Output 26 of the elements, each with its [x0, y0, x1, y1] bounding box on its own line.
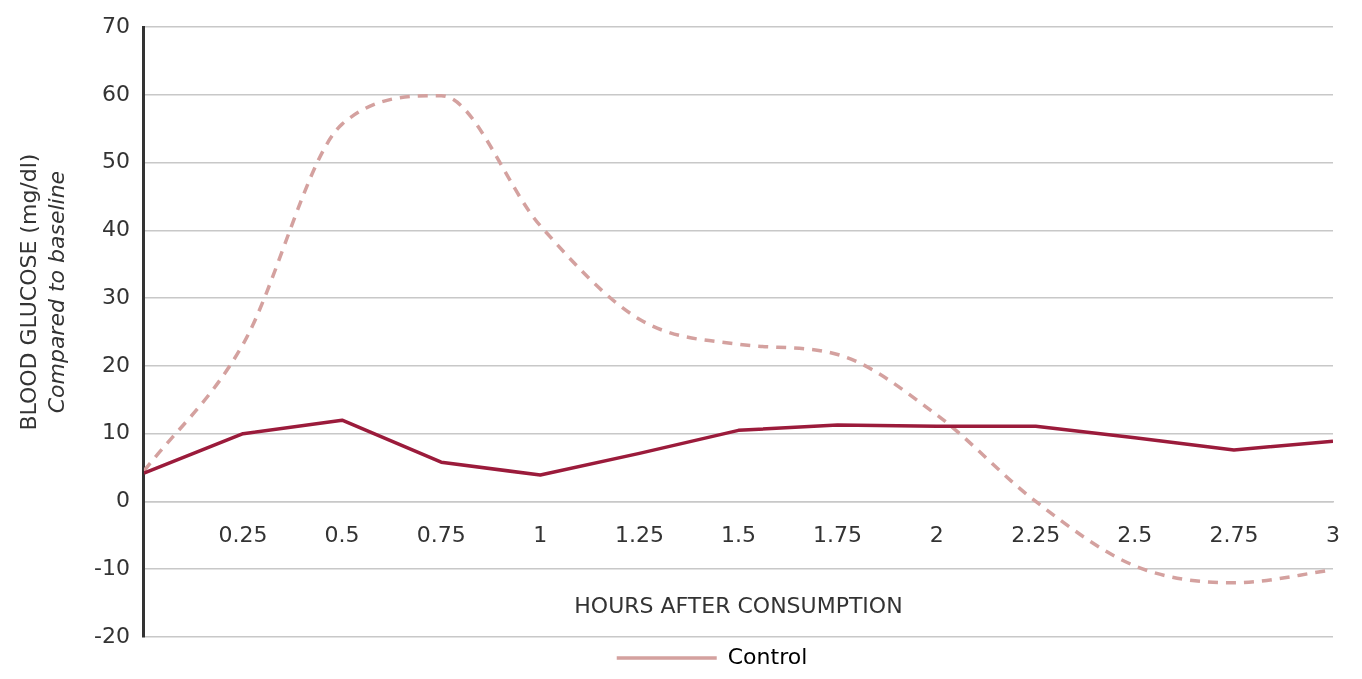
x-tick-label: 0.25 — [218, 522, 268, 548]
x-tick-label: 1.25 — [614, 522, 664, 548]
y-axis-title: BLOOD GLUCOSE (mg/dl) — [15, 153, 41, 431]
y-tick-label: 40 — [101, 216, 130, 242]
y-tick-label: 60 — [101, 80, 130, 106]
x-tick-label: 2 — [929, 522, 944, 548]
x-tick-label: 0.75 — [416, 522, 466, 548]
y-tick-label: -20 — [94, 622, 130, 648]
y-tick-label: -10 — [94, 554, 130, 580]
y-tick-label: 10 — [101, 419, 130, 445]
text: Compared to baseline — [43, 170, 69, 414]
x-tick-label: 1 — [533, 522, 548, 548]
x-tick-label: 2.75 — [1209, 522, 1259, 548]
x-tick-label: 1.75 — [813, 522, 863, 548]
x-tick-label: 1.5 — [720, 522, 756, 548]
x-tick-label: 3 — [1326, 522, 1340, 548]
x-axis-title: HOURS AFTER CONSUMPTION — [574, 592, 903, 618]
y-tick-label: 20 — [101, 351, 130, 377]
y-tick-label: 70 — [101, 12, 130, 38]
legend-label: Control — [727, 643, 808, 669]
x-tick-label: 2.25 — [1011, 522, 1061, 548]
y-tick-label: 50 — [101, 148, 130, 174]
x-tick-label: 0.5 — [324, 522, 360, 548]
x-tick-label: 2.5 — [1117, 522, 1153, 548]
y-tick-label: 0 — [115, 487, 130, 513]
y-tick-label: 30 — [101, 283, 130, 309]
